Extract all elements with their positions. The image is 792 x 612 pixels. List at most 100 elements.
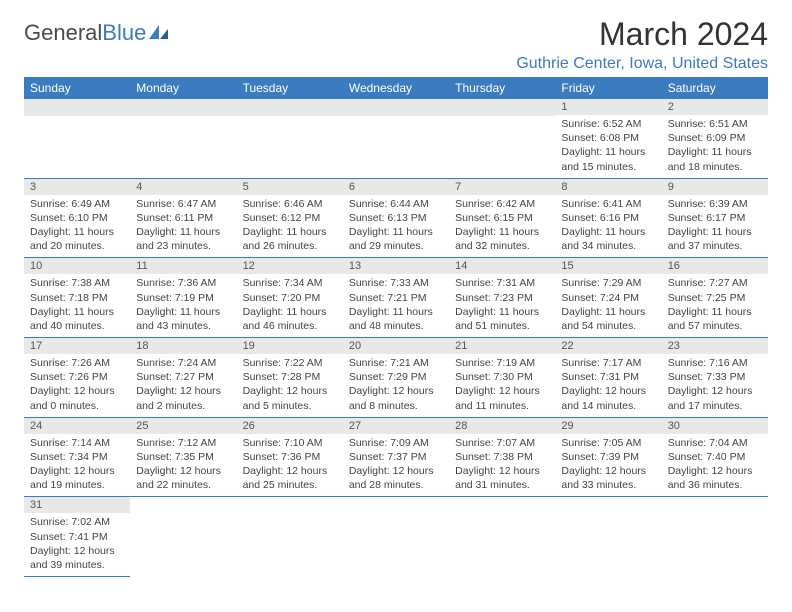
day-body: Sunrise: 6:44 AMSunset: 6:13 PMDaylight:… [343, 195, 449, 258]
sunrise-line: Sunrise: 6:46 AM [243, 197, 337, 211]
day-header-row: SundayMondayTuesdayWednesdayThursdayFrid… [24, 77, 768, 99]
sunrise-line: Sunrise: 6:39 AM [668, 197, 762, 211]
day-body: Sunrise: 7:07 AMSunset: 7:38 PMDaylight:… [449, 434, 555, 497]
day-header: Wednesday [343, 77, 449, 99]
sunset-line: Sunset: 7:34 PM [30, 450, 124, 464]
sunrise-line: Sunrise: 7:05 AM [561, 436, 655, 450]
daylight-line: Daylight: 11 hours and 54 minutes. [561, 305, 655, 333]
day-body: Sunrise: 7:36 AMSunset: 7:19 PMDaylight:… [130, 274, 236, 337]
day-body: Sunrise: 6:47 AMSunset: 6:11 PMDaylight:… [130, 195, 236, 258]
day-number: 25 [130, 418, 236, 434]
day-body: Sunrise: 7:34 AMSunset: 7:20 PMDaylight:… [237, 274, 343, 337]
sunset-line: Sunset: 7:26 PM [30, 370, 124, 384]
sunrise-line: Sunrise: 7:29 AM [561, 276, 655, 290]
day-header: Saturday [662, 77, 768, 99]
calendar-cell: 24Sunrise: 7:14 AMSunset: 7:34 PMDayligh… [24, 417, 130, 497]
sunrise-line: Sunrise: 7:16 AM [668, 356, 762, 370]
calendar-cell [24, 99, 130, 178]
day-body: Sunrise: 6:52 AMSunset: 6:08 PMDaylight:… [555, 115, 661, 178]
sunrise-line: Sunrise: 7:07 AM [455, 436, 549, 450]
calendar-cell: 3Sunrise: 6:49 AMSunset: 6:10 PMDaylight… [24, 178, 130, 258]
day-body: Sunrise: 6:46 AMSunset: 6:12 PMDaylight:… [237, 195, 343, 258]
sunset-line: Sunset: 7:40 PM [668, 450, 762, 464]
calendar-cell [237, 99, 343, 178]
calendar-cell [555, 497, 661, 577]
day-body: Sunrise: 7:17 AMSunset: 7:31 PMDaylight:… [555, 354, 661, 417]
calendar-cell: 16Sunrise: 7:27 AMSunset: 7:25 PMDayligh… [662, 258, 768, 338]
empty-day-header [343, 99, 449, 116]
calendar-table: SundayMondayTuesdayWednesdayThursdayFrid… [24, 77, 768, 577]
daylight-line: Daylight: 11 hours and 15 minutes. [561, 145, 655, 173]
day-number: 4 [130, 179, 236, 195]
calendar-cell: 17Sunrise: 7:26 AMSunset: 7:26 PMDayligh… [24, 338, 130, 418]
day-number: 23 [662, 338, 768, 354]
sunset-line: Sunset: 6:15 PM [455, 211, 549, 225]
sunrise-line: Sunrise: 7:14 AM [30, 436, 124, 450]
sunset-line: Sunset: 6:12 PM [243, 211, 337, 225]
day-body: Sunrise: 7:31 AMSunset: 7:23 PMDaylight:… [449, 274, 555, 337]
sunrise-line: Sunrise: 7:17 AM [561, 356, 655, 370]
calendar-cell: 28Sunrise: 7:07 AMSunset: 7:38 PMDayligh… [449, 417, 555, 497]
sunrise-line: Sunrise: 7:19 AM [455, 356, 549, 370]
day-number: 3 [24, 179, 130, 195]
sunset-line: Sunset: 7:19 PM [136, 291, 230, 305]
day-body: Sunrise: 7:04 AMSunset: 7:40 PMDaylight:… [662, 434, 768, 497]
day-number: 19 [237, 338, 343, 354]
daylight-line: Daylight: 12 hours and 28 minutes. [349, 464, 443, 492]
daylight-line: Daylight: 11 hours and 34 minutes. [561, 225, 655, 253]
sunrise-line: Sunrise: 7:38 AM [30, 276, 124, 290]
day-body: Sunrise: 6:41 AMSunset: 6:16 PMDaylight:… [555, 195, 661, 258]
day-body: Sunrise: 7:10 AMSunset: 7:36 PMDaylight:… [237, 434, 343, 497]
daylight-line: Daylight: 12 hours and 5 minutes. [243, 384, 337, 412]
day-number: 5 [237, 179, 343, 195]
daylight-line: Daylight: 11 hours and 18 minutes. [668, 145, 762, 173]
sunset-line: Sunset: 7:18 PM [30, 291, 124, 305]
empty-day-header [24, 99, 130, 116]
daylight-line: Daylight: 11 hours and 26 minutes. [243, 225, 337, 253]
sunrise-line: Sunrise: 7:12 AM [136, 436, 230, 450]
daylight-line: Daylight: 11 hours and 32 minutes. [455, 225, 549, 253]
sail-icon [148, 23, 170, 44]
sunset-line: Sunset: 7:33 PM [668, 370, 762, 384]
day-body: Sunrise: 7:09 AMSunset: 7:37 PMDaylight:… [343, 434, 449, 497]
sunset-line: Sunset: 7:23 PM [455, 291, 549, 305]
day-body: Sunrise: 6:49 AMSunset: 6:10 PMDaylight:… [24, 195, 130, 258]
sunset-line: Sunset: 7:27 PM [136, 370, 230, 384]
calendar-cell: 2Sunrise: 6:51 AMSunset: 6:09 PMDaylight… [662, 99, 768, 178]
daylight-line: Daylight: 12 hours and 39 minutes. [30, 544, 124, 572]
sunset-line: Sunset: 6:11 PM [136, 211, 230, 225]
daylight-line: Daylight: 11 hours and 29 minutes. [349, 225, 443, 253]
day-number: 11 [130, 258, 236, 274]
calendar-cell: 31Sunrise: 7:02 AMSunset: 7:41 PMDayligh… [24, 497, 130, 577]
day-number: 20 [343, 338, 449, 354]
sunset-line: Sunset: 7:24 PM [561, 291, 655, 305]
day-body: Sunrise: 7:22 AMSunset: 7:28 PMDaylight:… [237, 354, 343, 417]
day-number: 29 [555, 418, 661, 434]
calendar-cell: 1Sunrise: 6:52 AMSunset: 6:08 PMDaylight… [555, 99, 661, 178]
calendar-cell: 5Sunrise: 6:46 AMSunset: 6:12 PMDaylight… [237, 178, 343, 258]
sunrise-line: Sunrise: 6:47 AM [136, 197, 230, 211]
day-number: 12 [237, 258, 343, 274]
sunrise-line: Sunrise: 7:34 AM [243, 276, 337, 290]
sunset-line: Sunset: 7:25 PM [668, 291, 762, 305]
empty-day-header [449, 99, 555, 116]
sunset-line: Sunset: 7:29 PM [349, 370, 443, 384]
daylight-line: Daylight: 12 hours and 8 minutes. [349, 384, 443, 412]
calendar-cell [237, 497, 343, 577]
sunrise-line: Sunrise: 7:27 AM [668, 276, 762, 290]
day-number: 15 [555, 258, 661, 274]
day-body: Sunrise: 6:51 AMSunset: 6:09 PMDaylight:… [662, 115, 768, 178]
calendar-cell [130, 99, 236, 178]
sunrise-line: Sunrise: 6:42 AM [455, 197, 549, 211]
logo-text-blue: Blue [102, 20, 146, 46]
day-number: 8 [555, 179, 661, 195]
day-number: 27 [343, 418, 449, 434]
day-number: 1 [555, 99, 661, 115]
calendar-cell [449, 99, 555, 178]
day-body: Sunrise: 6:39 AMSunset: 6:17 PMDaylight:… [662, 195, 768, 258]
day-number: 26 [237, 418, 343, 434]
empty-day-header [237, 99, 343, 116]
calendar-week: 1Sunrise: 6:52 AMSunset: 6:08 PMDaylight… [24, 99, 768, 178]
day-body: Sunrise: 7:33 AMSunset: 7:21 PMDaylight:… [343, 274, 449, 337]
calendar-cell: 4Sunrise: 6:47 AMSunset: 6:11 PMDaylight… [130, 178, 236, 258]
